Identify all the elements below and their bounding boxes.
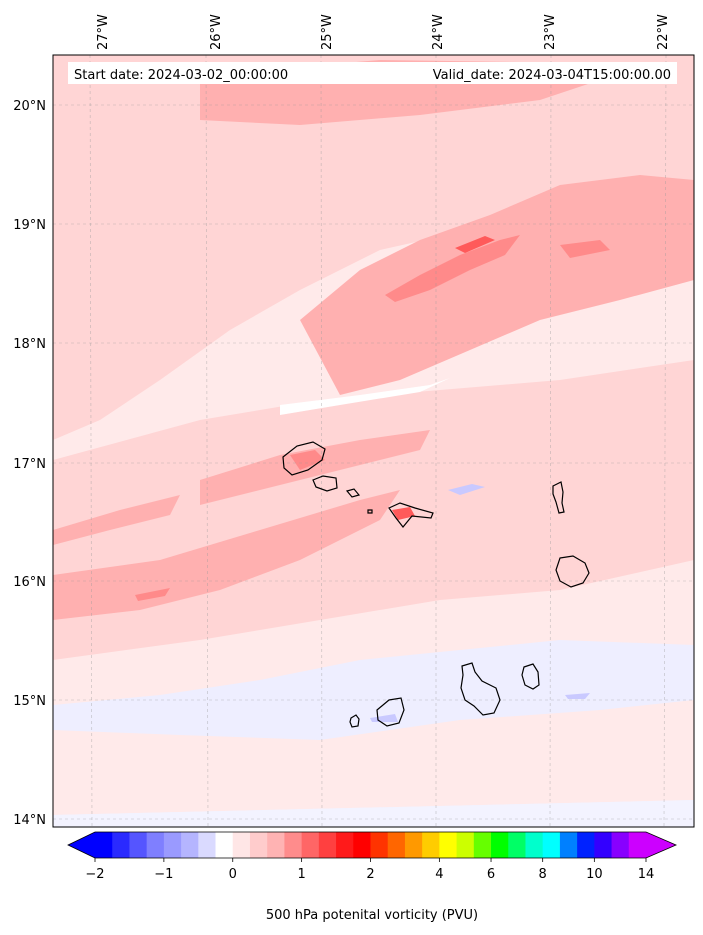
- island-brava: [349, 714, 360, 728]
- header-box: [68, 62, 677, 84]
- lon-label-27w: 27°W: [96, 14, 111, 50]
- start-date-label: Start date: 2024-03-02_00:00:00: [74, 68, 288, 83]
- colorbar-swatch: [404, 832, 423, 858]
- colorbar-swatch: [112, 832, 131, 858]
- colorbar-swatch: [456, 832, 475, 858]
- island-sal: [552, 481, 565, 514]
- island-sao-nicolau: [388, 502, 434, 528]
- colorbar-swatch: [559, 832, 578, 858]
- graticule: [53, 55, 694, 827]
- colorbar-swatch: [181, 832, 199, 858]
- lat-label-20n: 20°N: [13, 99, 46, 114]
- island-sao-vicente: [312, 475, 338, 492]
- island-maio: [521, 663, 540, 690]
- colorbar-tick-label: 8: [539, 867, 547, 882]
- colorbar-swatch: [163, 832, 182, 858]
- lon-label-23w: 23°W: [543, 14, 558, 50]
- colorbar-swatch: [542, 832, 561, 858]
- lon-label-25w: 25°W: [320, 14, 335, 50]
- colorbar-ticks: −2 −1 0 1 2 4 6 8 10 14: [85, 858, 654, 882]
- colorbar-swatch: [525, 832, 544, 858]
- colorbar-tick-label: 1: [297, 867, 305, 882]
- pv-field-max: [455, 236, 495, 253]
- colorbar-label: 500 hPa potenital vorticity (PVU): [266, 908, 478, 923]
- colorbar-swatch: [129, 832, 148, 858]
- colorbar-tick-label: 14: [638, 867, 655, 882]
- colorbar-tick-label: −1: [154, 867, 173, 882]
- pv-field-strong-streak: [560, 240, 610, 258]
- lat-label-16n: 16°N: [13, 575, 46, 590]
- pv-field-negative-patch-2: [565, 693, 590, 699]
- lat-label-19n: 19°N: [13, 218, 46, 233]
- colorbar-tick-label: 4: [435, 867, 443, 882]
- colorbar-swatch: [508, 832, 527, 858]
- pv-field-negative-patch: [448, 484, 485, 495]
- lon-label-24w: 24°W: [431, 14, 446, 50]
- colorbar-tick-label: 10: [586, 867, 603, 882]
- lat-label-18n: 18°N: [13, 337, 46, 352]
- pv-field-medium-west: [53, 495, 180, 545]
- colorbar-swatch: [594, 832, 613, 858]
- pv-field-negative-patch-3: [370, 714, 398, 722]
- colorbar-swatch: [267, 832, 286, 858]
- pv-field-negative-bottom: [53, 800, 694, 827]
- lat-label-17n: 17°N: [13, 457, 46, 472]
- colorbar-swatch: [146, 832, 165, 858]
- map-panel: [53, 55, 694, 827]
- lat-label-15n: 15°N: [13, 694, 46, 709]
- colorbar-swatch: [284, 832, 303, 858]
- lat-label-14n: 14°N: [13, 813, 46, 828]
- colorbar-swatch: [577, 832, 595, 858]
- colorbar-swatch: [198, 832, 217, 858]
- colorbar-swatch: [301, 832, 320, 858]
- colorbar-over-arrow: [646, 832, 676, 858]
- colorbar-swatch: [95, 832, 113, 858]
- longitude-labels: 27°W 26°W 25°W 24°W 23°W 22°W: [96, 14, 671, 50]
- colorbar-swatch: [353, 832, 372, 858]
- colorbar-swatch: [628, 832, 647, 858]
- colorbar-swatch: [232, 832, 251, 858]
- pv-field-strong-island: [290, 450, 325, 470]
- island-santo-antao: [282, 441, 326, 476]
- colorbar-swatch: [336, 832, 354, 858]
- colorbar-under-arrow: [68, 832, 95, 858]
- lon-label-26w: 26°W: [209, 14, 224, 50]
- map-frame: [52, 54, 695, 828]
- valid-date-label: Valid_date: 2024-03-04T15:00:00.00: [433, 68, 671, 83]
- pv-field-medium-mid: [200, 430, 430, 505]
- colorbar-swatches: [95, 832, 647, 858]
- coastlines: [282, 441, 590, 728]
- latitude-labels: 20°N 19°N 18°N 17°N 16°N 15°N 14°N: [13, 99, 46, 828]
- colorbar-swatch: [249, 832, 268, 858]
- colorbar-swatch: [387, 832, 406, 858]
- colorbar-swatch: [491, 832, 509, 858]
- island-santiago: [460, 662, 501, 716]
- island-branco: [367, 509, 373, 514]
- pv-field-white-gap: [280, 378, 450, 415]
- colorbar-tick-label: −2: [85, 867, 104, 882]
- colorbar-swatch: [473, 832, 492, 858]
- colorbar: −2 −1 0 1 2 4 6 8 10 14 500 hPa potenital vortici…: [67, 831, 678, 923]
- lon-label-22w: 22°W: [656, 14, 671, 50]
- pv-field-near-zero-south: [53, 700, 694, 815]
- colorbar-swatch: [611, 832, 630, 858]
- island-fogo: [376, 697, 405, 727]
- colorbar-swatch: [370, 832, 389, 858]
- pv-field-light: [53, 60, 694, 440]
- island-boa-vista: [555, 555, 590, 588]
- pv-field-medium-ne: [300, 175, 694, 395]
- island-santa-luzia: [345, 488, 361, 498]
- colorbar-tick-label: 6: [487, 867, 495, 882]
- pv-field-strong-sw: [135, 588, 170, 601]
- colorbar-tick-label: 2: [366, 867, 374, 882]
- colorbar-tick-label: 0: [229, 867, 237, 882]
- colorbar-swatch: [422, 832, 440, 858]
- pv-field-strong-ne: [385, 235, 520, 302]
- pv-field-max-2: [392, 507, 415, 520]
- colorbar-swatch: [318, 832, 337, 858]
- colorbar-swatch: [439, 832, 458, 858]
- colorbar-swatch: [215, 832, 234, 858]
- pv-field-medium-sw: [53, 490, 400, 620]
